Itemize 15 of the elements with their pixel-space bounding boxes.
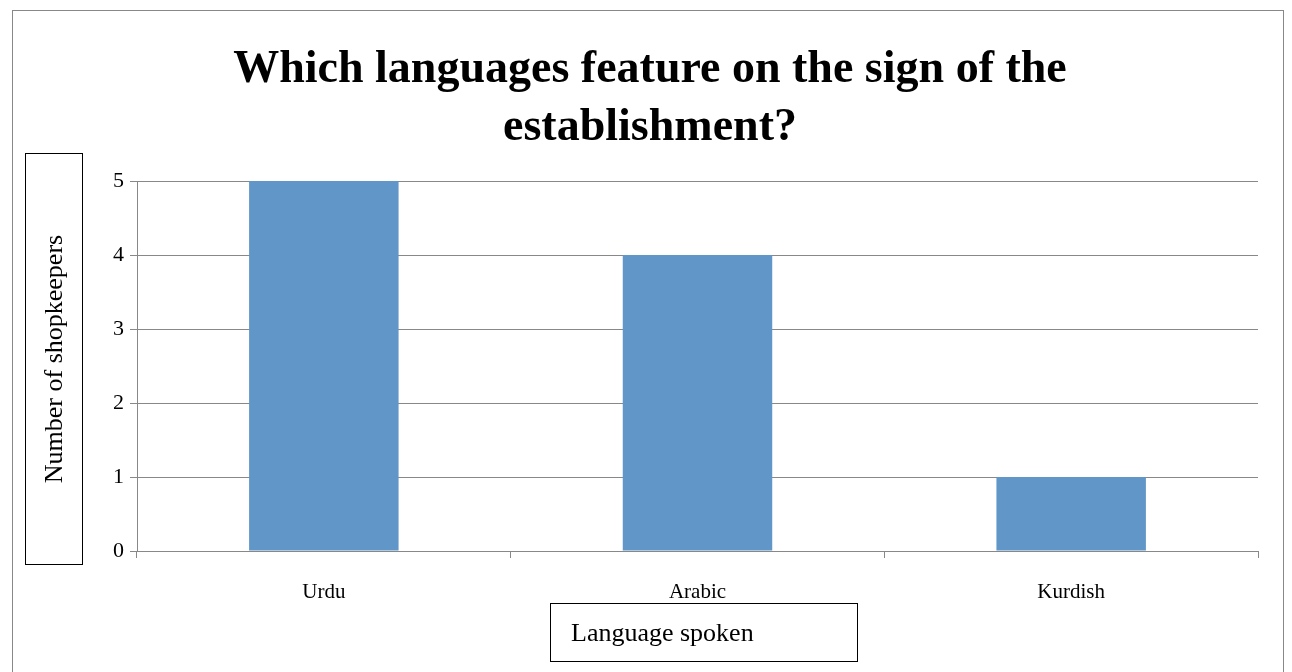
x-tick-label: Urdu	[302, 579, 346, 604]
y-tick-label: 1	[113, 462, 124, 488]
y-tick-label: 0	[113, 536, 124, 562]
x-tick-label: Arabic	[668, 579, 727, 604]
bar	[622, 255, 773, 551]
x-tick-label: Kurdish	[1037, 579, 1106, 604]
y-tick-label: 3	[113, 314, 124, 340]
y-tick-label: 5	[113, 166, 124, 192]
y-tick-label: 4	[113, 240, 124, 266]
y-axis-title: Number of shopkeepers	[39, 234, 69, 484]
chart-title: Which languages feature on the sign of the establishment?	[232, 40, 1068, 152]
y-tick-label: 2	[113, 388, 124, 414]
x-axis-title: Language spoken	[550, 603, 858, 662]
bar	[996, 477, 1146, 551]
bar	[249, 181, 399, 551]
